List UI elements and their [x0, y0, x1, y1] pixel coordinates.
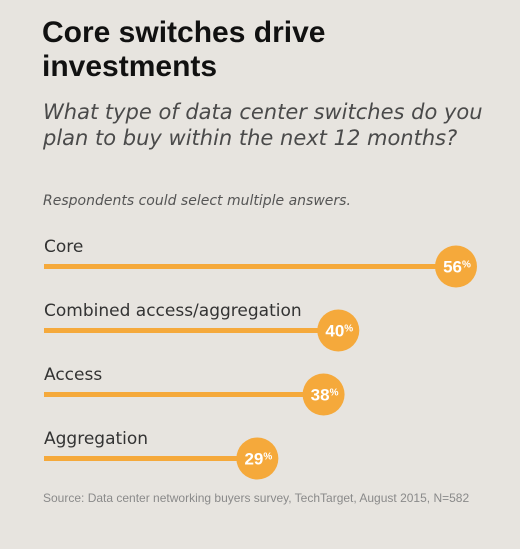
bar	[44, 264, 456, 269]
chart-source: Source: Data center networking buyers su…	[43, 491, 470, 505]
bar	[44, 456, 258, 461]
category-label: Combined access/aggregation	[44, 301, 302, 321]
category-label: Access	[44, 365, 102, 385]
bar	[44, 392, 324, 397]
category-label: Core	[44, 237, 83, 257]
category-label: Aggregation	[44, 429, 148, 449]
value-label: 56%	[443, 258, 471, 277]
value-badge	[435, 245, 477, 288]
value-badge	[236, 437, 279, 480]
value-label: 40%	[325, 322, 353, 341]
value-badge	[317, 309, 360, 352]
chart-subtitle: What type of data center switches do you…	[43, 100, 483, 150]
chart-title: Core switches drive investments	[42, 16, 326, 83]
value-label: 29%	[244, 450, 272, 469]
bar	[44, 328, 339, 333]
value-label: 38%	[311, 386, 339, 405]
chart-note: Respondents could select multiple answer…	[43, 193, 351, 209]
value-badge	[302, 373, 345, 416]
